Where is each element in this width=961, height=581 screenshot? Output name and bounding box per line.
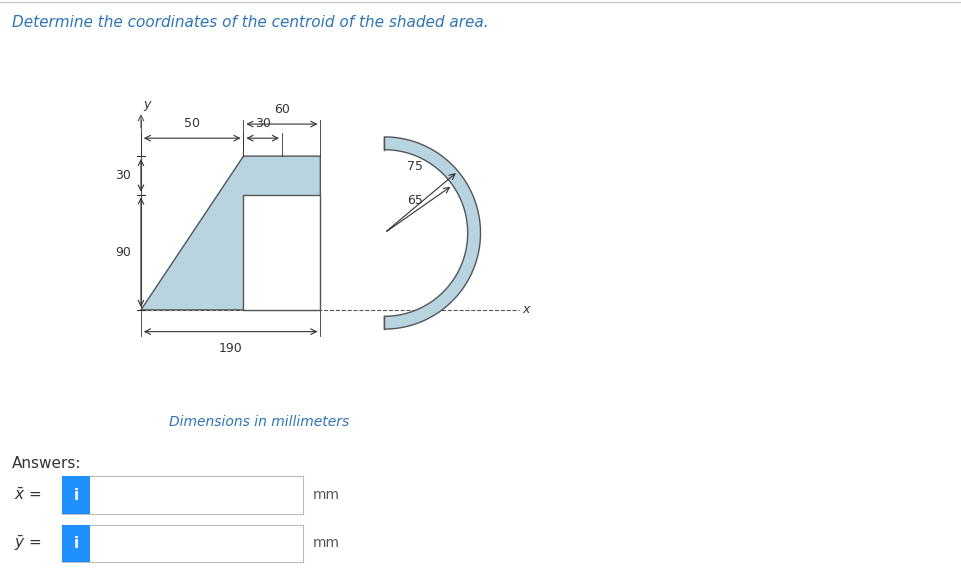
Text: mm: mm [312, 488, 339, 502]
Text: y: y [143, 98, 151, 112]
Text: 190: 190 [219, 342, 242, 355]
Text: 65: 65 [407, 195, 424, 207]
Polygon shape [141, 156, 320, 310]
Text: 60: 60 [274, 103, 290, 116]
Text: 75: 75 [407, 160, 424, 173]
Text: i: i [74, 536, 79, 551]
Text: 50: 50 [185, 117, 200, 131]
Text: Answers:: Answers: [12, 456, 81, 471]
Text: 30: 30 [114, 169, 131, 182]
Polygon shape [243, 195, 320, 310]
FancyBboxPatch shape [62, 476, 90, 514]
Text: 90: 90 [114, 246, 131, 259]
Text: Determine the coordinates of the centroid of the shaded area.: Determine the coordinates of the centroi… [12, 15, 488, 30]
Text: mm: mm [312, 536, 339, 550]
Text: 30: 30 [255, 117, 271, 131]
Text: $\bar{x}$ =: $\bar{x}$ = [14, 487, 41, 503]
Polygon shape [384, 137, 480, 329]
FancyBboxPatch shape [62, 525, 90, 562]
Text: x: x [523, 303, 530, 317]
Text: $\bar{y}$ =: $\bar{y}$ = [14, 534, 41, 553]
Text: i: i [74, 488, 79, 503]
Text: Dimensions in millimeters: Dimensions in millimeters [169, 415, 350, 429]
